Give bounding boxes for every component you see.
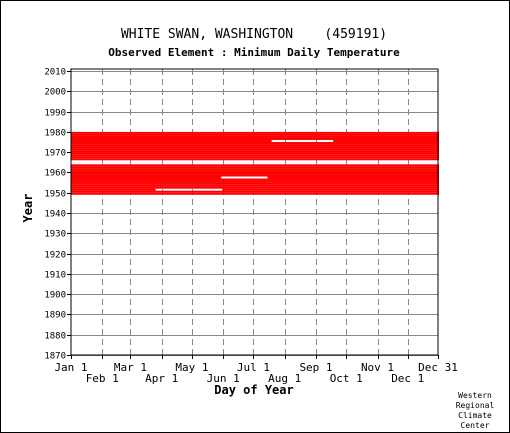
x-tick-label: Jul 1 — [237, 361, 270, 374]
x-tick-label: Apr 1 — [145, 372, 178, 385]
y-tick-label: 1920 — [44, 251, 66, 261]
data-marks — [71, 131, 440, 195]
data-band-year-1971 — [71, 148, 440, 151]
y-tick-label: 2010 — [44, 68, 66, 78]
y-axis-ticks: 2010 2000 1990 1980 1970 1960 1950 1940 1930 1920… — [44, 68, 71, 362]
y-tick-label: 1980 — [44, 129, 66, 139]
data-band-year-1967 — [71, 156, 440, 159]
chart-subtitle: Observed Element : Minimum Daily Tempera… — [108, 46, 400, 59]
data-band-year-1950 — [71, 190, 440, 193]
x-tick-label: Nov 1 — [361, 361, 394, 374]
credit-block: Western Regional Climate Center — [456, 391, 495, 430]
data-band-year-1954 — [71, 182, 440, 185]
credit-line-3: Climate — [458, 411, 492, 420]
data-band-year-1972 — [71, 146, 440, 149]
y-tick-label: 1910 — [44, 271, 66, 281]
data-band-year-1963 — [71, 164, 440, 167]
y-tick-label: 1930 — [44, 230, 66, 240]
data-band-year-1951 — [71, 188, 156, 191]
x-tick-label: Sep 1 — [299, 361, 332, 374]
data-band-year-1952 — [71, 186, 440, 189]
data-band-year-1968 — [71, 154, 440, 157]
data-band-year-1955 — [71, 180, 440, 183]
y-tick-label: 1970 — [44, 149, 66, 159]
data-band-year-1973 — [71, 144, 440, 147]
y-tick-label: 1950 — [44, 190, 66, 200]
x-axis-ticks: Jan 1 Mar 1 May 1 Jul 1 Sep 1 Nov 1 Dec 31 Feb … — [54, 355, 458, 385]
data-band-year-1951 — [222, 188, 440, 191]
plot-background — [71, 69, 438, 355]
x-tick-label: Jun 1 — [207, 372, 240, 385]
data-band-year-1959 — [71, 172, 440, 175]
y-tick-label: 2000 — [44, 88, 66, 98]
plot-area — [70, 68, 440, 356]
plot-border — [70, 68, 439, 356]
y-tick-label: 1990 — [44, 109, 66, 119]
data-band-year-1969 — [71, 152, 440, 155]
data-band-year-1962 — [71, 166, 440, 169]
data-band-year-1974 — [71, 142, 440, 145]
data-band-year-1975 — [333, 139, 440, 143]
y-tick-label: 1890 — [44, 311, 66, 321]
x-tick-label: Jan 1 — [54, 361, 87, 374]
y-tick-label: 1940 — [44, 210, 66, 220]
y-tick-label: 1880 — [44, 332, 66, 342]
data-band-year-1949 — [71, 192, 440, 195]
data-band-year-1978 — [71, 133, 440, 136]
x-tick-label: Dec 1 — [391, 372, 424, 385]
credit-line-1: Western — [458, 391, 492, 400]
data-band-year-1961 — [71, 168, 440, 171]
data-band-year-1966 — [71, 158, 440, 161]
data-band-year-1977 — [71, 135, 440, 138]
credit-line-2: Regional — [456, 401, 495, 410]
data-band-year-1953 — [71, 184, 440, 187]
data-band-year-1979 — [71, 131, 440, 134]
y-axis-label: Year — [21, 194, 35, 223]
data-band-year-1960 — [71, 170, 440, 173]
x-tick-label: Aug 1 — [268, 372, 301, 385]
data-band-year-1976 — [71, 137, 440, 140]
data-band-year-1975 — [71, 139, 272, 143]
x-tick-label: Oct 1 — [330, 372, 363, 385]
y-tick-label: 1870 — [44, 352, 66, 362]
x-tick-label: Mar 1 — [114, 361, 147, 374]
x-tick-label: Feb 1 — [86, 372, 119, 385]
data-band-year-1958 — [71, 174, 440, 177]
x-tick-label: May 1 — [175, 361, 208, 374]
data-band-year-1957 — [267, 176, 440, 179]
credit-line-4: Center — [461, 421, 490, 430]
chart-title: WHITE SWAN, WASHINGTON (459191) — [121, 27, 387, 42]
y-tick-label: 1960 — [44, 169, 66, 179]
x-axis-label: Day of Year — [214, 383, 293, 397]
data-band-year-1970 — [71, 150, 440, 153]
data-band-year-1957 — [71, 176, 222, 179]
data-band-year-1956 — [71, 178, 440, 181]
x-tick-label: Dec 31 — [418, 361, 458, 374]
y-tick-label: 1900 — [44, 291, 66, 301]
